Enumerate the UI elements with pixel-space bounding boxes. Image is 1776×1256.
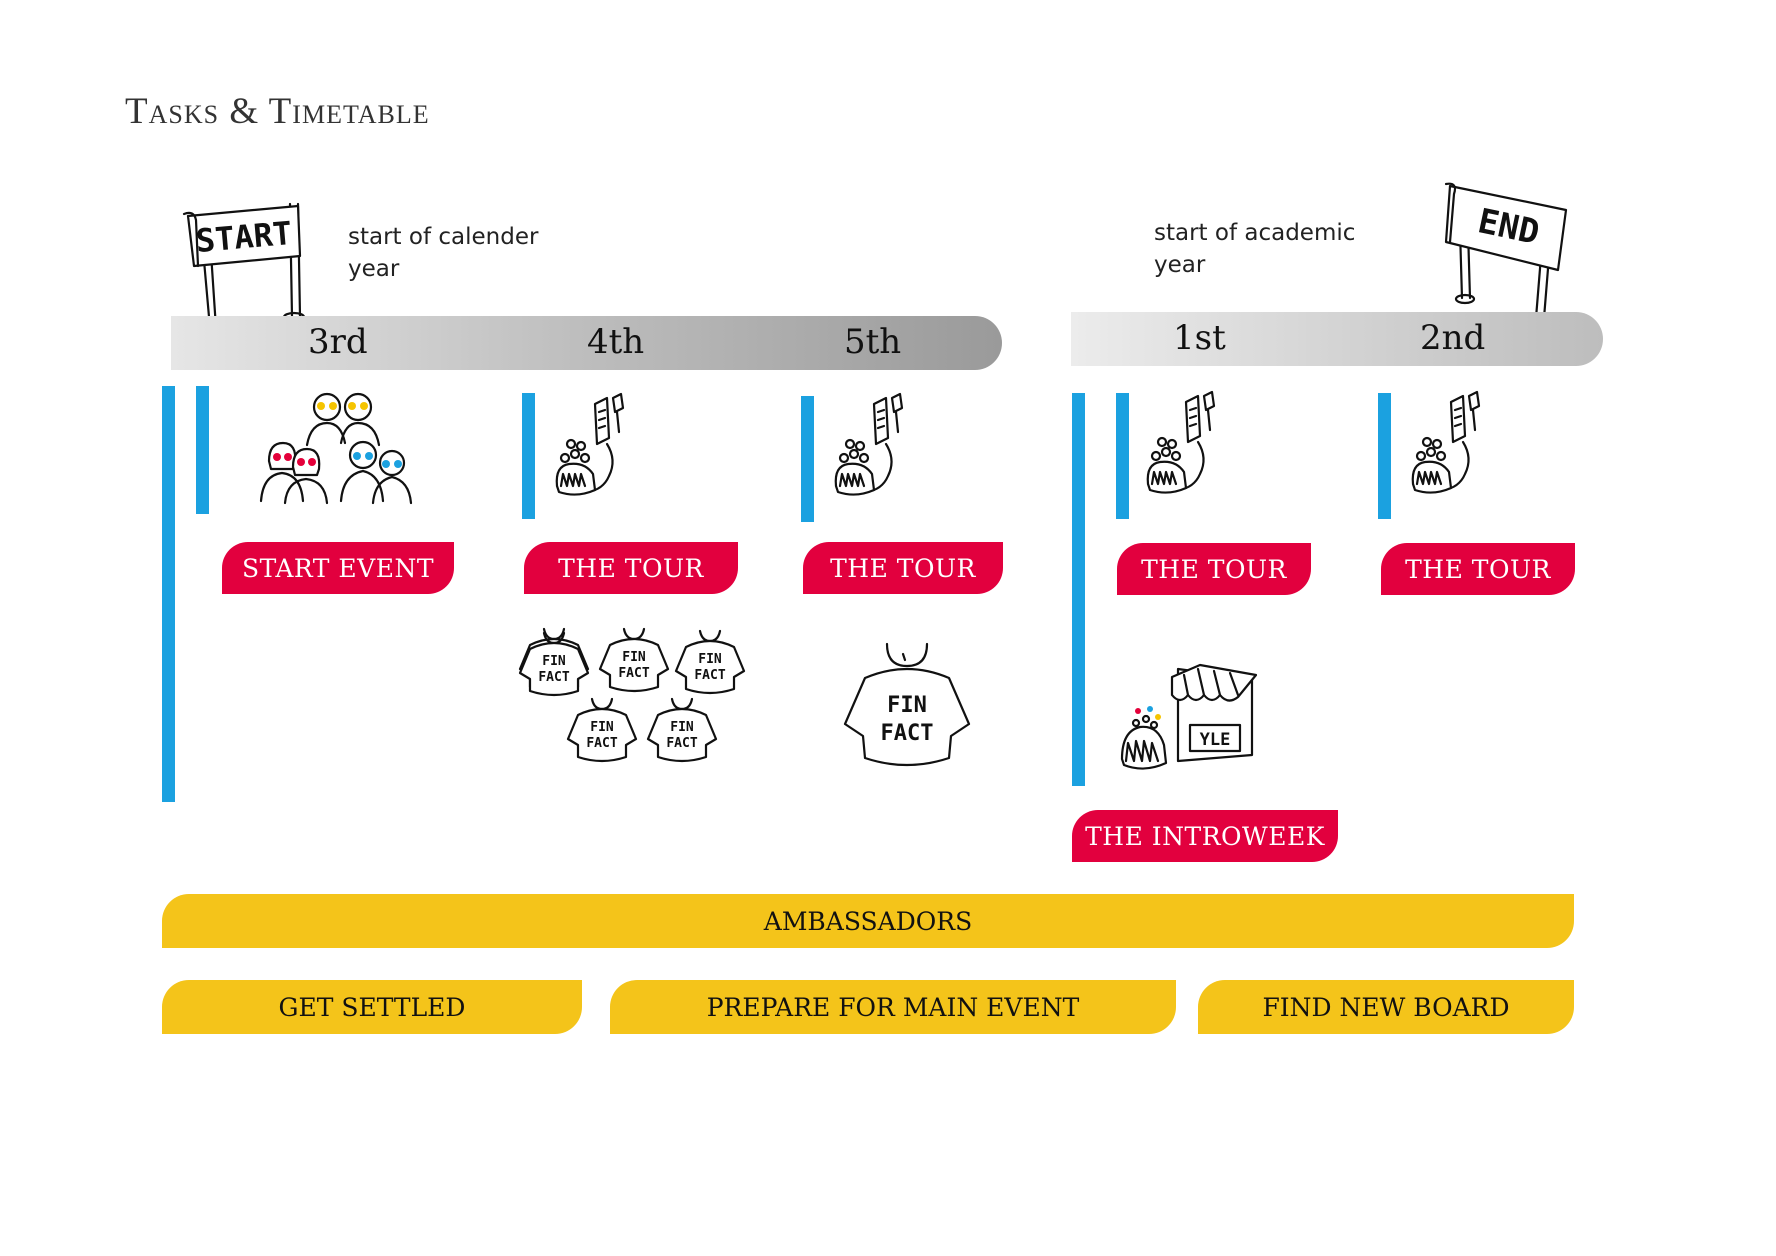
period-label-2nd: 2nd bbox=[1420, 318, 1486, 358]
finfact-shirts-group-icon: FIN FACT bbox=[518, 627, 746, 763]
period-bar-academic bbox=[1071, 312, 1603, 366]
period-label-4th: 4th bbox=[587, 322, 645, 362]
note-calendar-year: start of calender year bbox=[348, 224, 539, 282]
period-label-1st: 1st bbox=[1173, 318, 1226, 358]
shirt-text-bottom: FACT bbox=[881, 721, 934, 746]
timeline-line-3rd bbox=[196, 386, 209, 514]
event-the-introweek: THE INTROWEEK bbox=[1072, 810, 1338, 862]
timeline-line-2nd bbox=[1378, 393, 1391, 519]
timeline-line-4th bbox=[522, 393, 535, 519]
tour-bus-icon bbox=[1411, 390, 1481, 494]
tour-bus-icon bbox=[555, 392, 625, 496]
task-get-settled: GET SETTLED bbox=[162, 980, 582, 1034]
page-title: Tasks & Timetable bbox=[125, 91, 430, 132]
tour-bus-icon bbox=[1146, 390, 1216, 494]
event-the-tour-5th: THE TOUR bbox=[803, 542, 1003, 594]
timeline-line-calendar bbox=[162, 386, 175, 802]
task-find-new-board: FIND NEW BOARD bbox=[1198, 980, 1574, 1034]
shirt-text-top: FIN bbox=[887, 693, 927, 718]
finfact-shirt-icon: FIN FACT bbox=[843, 642, 971, 767]
event-the-tour-1st: THE TOUR bbox=[1117, 543, 1311, 595]
period-label-5th: 5th bbox=[844, 322, 902, 362]
event-the-tour-4th: THE TOUR bbox=[524, 542, 738, 594]
timeline-line-academic bbox=[1072, 393, 1085, 786]
task-ambassadors: AMBASSADORS bbox=[162, 894, 1574, 948]
event-start-event: START EVENT bbox=[222, 542, 454, 594]
event-the-tour-2nd: THE TOUR bbox=[1381, 543, 1575, 595]
period-label-3rd: 3rd bbox=[308, 322, 368, 362]
introweek-stall-icon: YLE bbox=[1120, 663, 1258, 770]
timeline-line-1st bbox=[1116, 393, 1129, 519]
tour-bus-icon bbox=[834, 392, 904, 496]
people-group-icon bbox=[259, 392, 413, 505]
task-prepare-for-main-event: PREPARE FOR MAIN EVENT bbox=[610, 980, 1176, 1034]
note-academic-year: start of academic year bbox=[1154, 220, 1356, 278]
stall-text: YLE bbox=[1200, 730, 1231, 750]
timeline-line-5th bbox=[801, 396, 814, 522]
period-bar-calendar bbox=[171, 316, 1002, 370]
start-sign-text: START bbox=[194, 214, 293, 260]
end-sign-icon: END bbox=[1444, 182, 1568, 325]
